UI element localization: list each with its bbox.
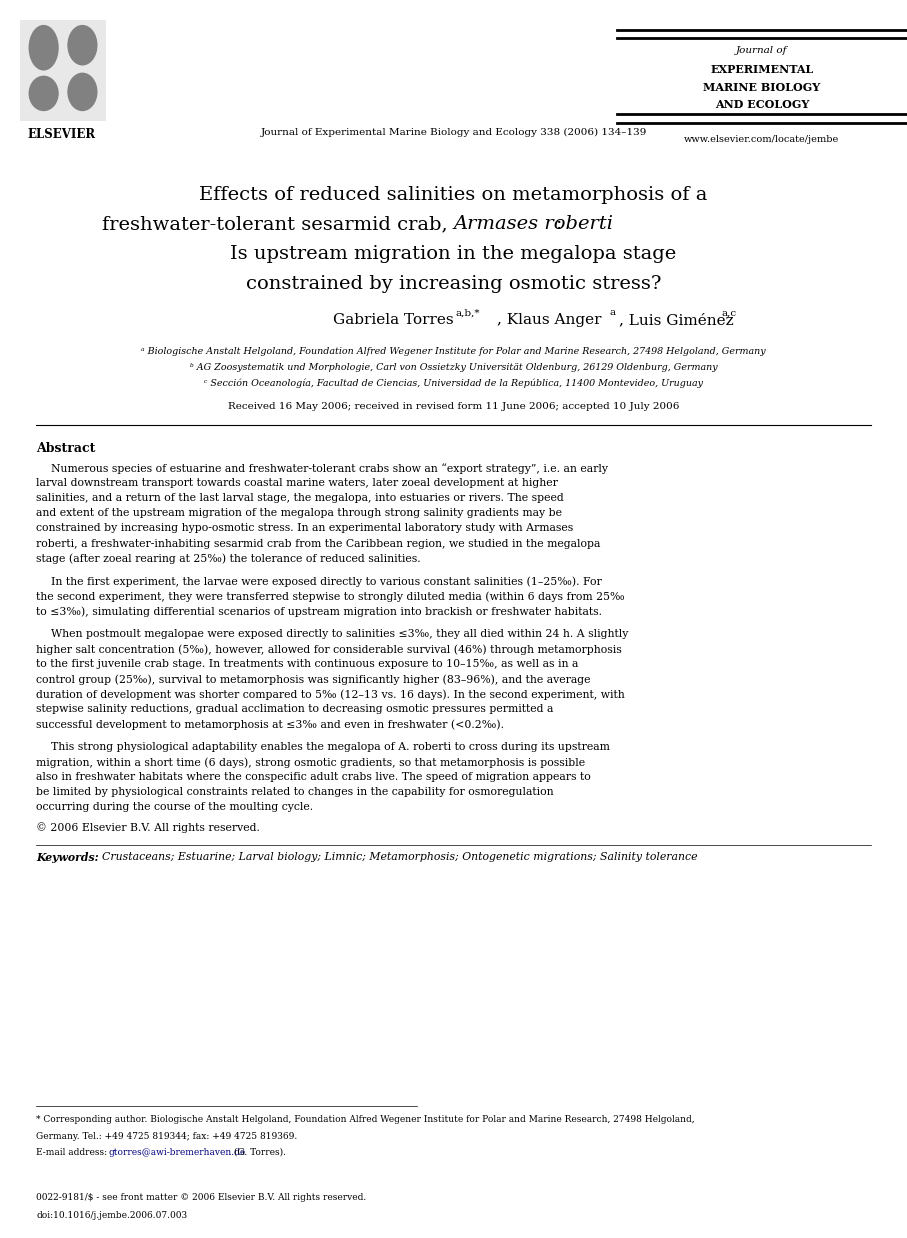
Text: ᵃ Biologische Anstalt Helgoland, Foundation Alfred Wegener Institute for Polar a: ᵃ Biologische Anstalt Helgoland, Foundat… bbox=[141, 347, 766, 355]
Text: Gabriela Torres: Gabriela Torres bbox=[333, 313, 454, 327]
Ellipse shape bbox=[67, 73, 98, 111]
Text: Germany. Tel.: +49 4725 819344; fax: +49 4725 819369.: Germany. Tel.: +49 4725 819344; fax: +49… bbox=[36, 1132, 297, 1140]
Text: roberti, a freshwater-inhabiting sesarmid crab from the Caribbean region, we stu: roberti, a freshwater-inhabiting sesarmi… bbox=[36, 539, 600, 548]
Text: AND ECOLOGY: AND ECOLOGY bbox=[715, 99, 809, 110]
Text: migration, within a short time (6 days), strong osmotic gradients, so that metam: migration, within a short time (6 days),… bbox=[36, 758, 585, 768]
Text: constrained by increasing osmotic stress?: constrained by increasing osmotic stress… bbox=[246, 275, 661, 293]
Text: successful development to metamorphosis at ≤3‰ and even in freshwater (<0.2‰).: successful development to metamorphosis … bbox=[36, 719, 504, 730]
Text: a,c: a,c bbox=[722, 308, 737, 317]
Text: occurring during the course of the moulting cycle.: occurring during the course of the moult… bbox=[36, 802, 314, 812]
Text: the second experiment, they were transferred stepwise to strongly diluted media : the second experiment, they were transfe… bbox=[36, 592, 625, 602]
Text: constrained by increasing hypo-osmotic stress. In an experimental laboratory stu: constrained by increasing hypo-osmotic s… bbox=[36, 524, 573, 534]
Text: :: : bbox=[556, 215, 562, 234]
Ellipse shape bbox=[29, 25, 59, 71]
Text: control group (25‰), survival to metamorphosis was significantly higher (83–96%): control group (25‰), survival to metamor… bbox=[36, 675, 590, 685]
Text: This strong physiological adaptability enables the megalopa of A. roberti to cro: This strong physiological adaptability e… bbox=[51, 742, 610, 751]
Text: In the first experiment, the larvae were exposed directly to various constant sa: In the first experiment, the larvae were… bbox=[51, 576, 601, 587]
Text: duration of development was shorter compared to 5‰ (12–13 vs. 16 days). In the s: duration of development was shorter comp… bbox=[36, 690, 625, 699]
Text: (G. Torres).: (G. Torres). bbox=[231, 1148, 287, 1156]
Ellipse shape bbox=[29, 76, 59, 111]
Text: stepwise salinity reductions, gradual acclimation to decreasing osmotic pressure: stepwise salinity reductions, gradual ac… bbox=[36, 704, 553, 714]
Text: When postmoult megalopae were exposed directly to salinities ≤3‰, they all died : When postmoult megalopae were exposed di… bbox=[51, 629, 629, 639]
Text: Journal of: Journal of bbox=[736, 46, 787, 54]
Text: freshwater-tolerant sesarmid crab,: freshwater-tolerant sesarmid crab, bbox=[102, 215, 454, 234]
Text: Journal of Experimental Marine Biology and Ecology 338 (2006) 134–139: Journal of Experimental Marine Biology a… bbox=[260, 128, 647, 136]
Text: EXPERIMENTAL: EXPERIMENTAL bbox=[710, 64, 814, 76]
Text: Abstract: Abstract bbox=[36, 442, 95, 456]
Text: Armases roberti: Armases roberti bbox=[454, 215, 613, 234]
Text: * Corresponding author. Biologische Anstalt Helgoland, Foundation Alfred Wegener: * Corresponding author. Biologische Anst… bbox=[36, 1115, 695, 1124]
Text: a: a bbox=[610, 308, 616, 317]
Text: be limited by physiological constraints related to changes in the capability for: be limited by physiological constraints … bbox=[36, 787, 554, 797]
Text: 0022-9181/$ - see front matter © 2006 Elsevier B.V. All rights reserved.: 0022-9181/$ - see front matter © 2006 El… bbox=[36, 1193, 366, 1202]
Text: and extent of the upstream migration of the megalopa through strong salinity gra: and extent of the upstream migration of … bbox=[36, 509, 562, 519]
Text: Numerous species of estuarine and freshwater-tolerant crabs show an “export stra: Numerous species of estuarine and freshw… bbox=[51, 463, 608, 474]
Ellipse shape bbox=[67, 25, 98, 66]
Text: , Luis Giménez: , Luis Giménez bbox=[619, 313, 733, 327]
Text: ᵇ AG Zoosystematik und Morphologie, Carl von Ossietzky Universität Oldenburg, 26: ᵇ AG Zoosystematik und Morphologie, Carl… bbox=[190, 363, 717, 371]
Text: doi:10.1016/j.jembe.2006.07.003: doi:10.1016/j.jembe.2006.07.003 bbox=[36, 1211, 188, 1219]
Text: higher salt concentration (5‰), however, allowed for considerable survival (46%): higher salt concentration (5‰), however,… bbox=[36, 644, 622, 655]
Text: ELSEVIER: ELSEVIER bbox=[27, 128, 96, 141]
Text: a,b,*: a,b,* bbox=[455, 308, 480, 317]
Text: Received 16 May 2006; received in revised form 11 June 2006; accepted 10 July 20: Received 16 May 2006; received in revise… bbox=[228, 402, 679, 411]
Text: , Klaus Anger: , Klaus Anger bbox=[497, 313, 601, 327]
Text: Keywords:: Keywords: bbox=[36, 852, 99, 863]
Text: stage (after zoeal rearing at 25‰) the tolerance of reduced salinities.: stage (after zoeal rearing at 25‰) the t… bbox=[36, 553, 421, 565]
Text: © 2006 Elsevier B.V. All rights reserved.: © 2006 Elsevier B.V. All rights reserved… bbox=[36, 822, 260, 833]
Text: Crustaceans; Estuarine; Larval biology; Limnic; Metamorphosis; Ontogenetic migra: Crustaceans; Estuarine; Larval biology; … bbox=[102, 852, 697, 862]
Text: MARINE BIOLOGY: MARINE BIOLOGY bbox=[703, 82, 821, 93]
Text: larval downstream transport towards coastal marine waters, later zoeal developme: larval downstream transport towards coas… bbox=[36, 478, 558, 488]
Text: Is upstream migration in the megalopa stage: Is upstream migration in the megalopa st… bbox=[230, 245, 677, 264]
Text: to ≤3‰), simulating differential scenarios of upstream migration into brackish o: to ≤3‰), simulating differential scenari… bbox=[36, 607, 602, 617]
Text: to the first juvenile crab stage. In treatments with continuous exposure to 10–1: to the first juvenile crab stage. In tre… bbox=[36, 659, 579, 669]
Text: E-mail address:: E-mail address: bbox=[36, 1148, 107, 1156]
Text: Effects of reduced salinities on metamorphosis of a: Effects of reduced salinities on metamor… bbox=[200, 186, 707, 204]
Text: www.elsevier.com/locate/jembe: www.elsevier.com/locate/jembe bbox=[684, 135, 840, 144]
Text: ᶜ Sección Oceanología, Facultad de Ciencias, Universidad de la República, 11400 : ᶜ Sección Oceanología, Facultad de Cienc… bbox=[204, 379, 703, 389]
Text: also in freshwater habitats where the conspecific adult crabs live. The speed of: also in freshwater habitats where the co… bbox=[36, 773, 591, 782]
Text: gtorres@awi-bremerhaven.de: gtorres@awi-bremerhaven.de bbox=[109, 1148, 246, 1156]
Text: salinities, and a return of the last larval stage, the megalopa, into estuaries : salinities, and a return of the last lar… bbox=[36, 493, 564, 503]
